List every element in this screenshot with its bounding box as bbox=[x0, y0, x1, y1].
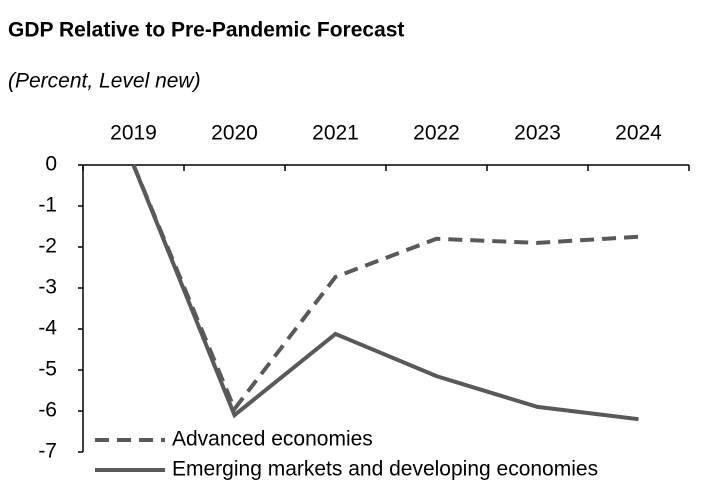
x-tick-label: 2020 bbox=[211, 122, 258, 145]
x-tick-label: 2023 bbox=[514, 122, 561, 145]
y-tick-label: -5 bbox=[38, 358, 57, 381]
chart-title: GDP Relative to Pre-Pandemic Forecast bbox=[8, 19, 404, 42]
x-tick-label: 2024 bbox=[615, 122, 662, 145]
legend-bg bbox=[92, 457, 692, 484]
chart-subtitle: (Percent, Level new) bbox=[8, 70, 201, 93]
legend-label: Advanced economies bbox=[172, 428, 373, 451]
x-tick-label: 2019 bbox=[110, 122, 157, 145]
y-tick-label: -6 bbox=[38, 399, 57, 422]
y-tick-label: 0 bbox=[45, 153, 57, 176]
x-tick-label: 2022 bbox=[413, 122, 460, 145]
legend-bg bbox=[92, 427, 692, 454]
y-tick-label: -3 bbox=[38, 276, 57, 299]
x-tick-label: 2021 bbox=[312, 122, 359, 145]
legend-label: Emerging markets and developing economie… bbox=[172, 458, 598, 481]
y-tick-label: -1 bbox=[38, 194, 57, 217]
series-line bbox=[131, 164, 639, 422]
y-tick-label: -2 bbox=[38, 235, 57, 258]
y-tick-label: -7 bbox=[38, 440, 57, 463]
series-line bbox=[131, 164, 639, 413]
y-tick-label: -4 bbox=[38, 317, 57, 340]
